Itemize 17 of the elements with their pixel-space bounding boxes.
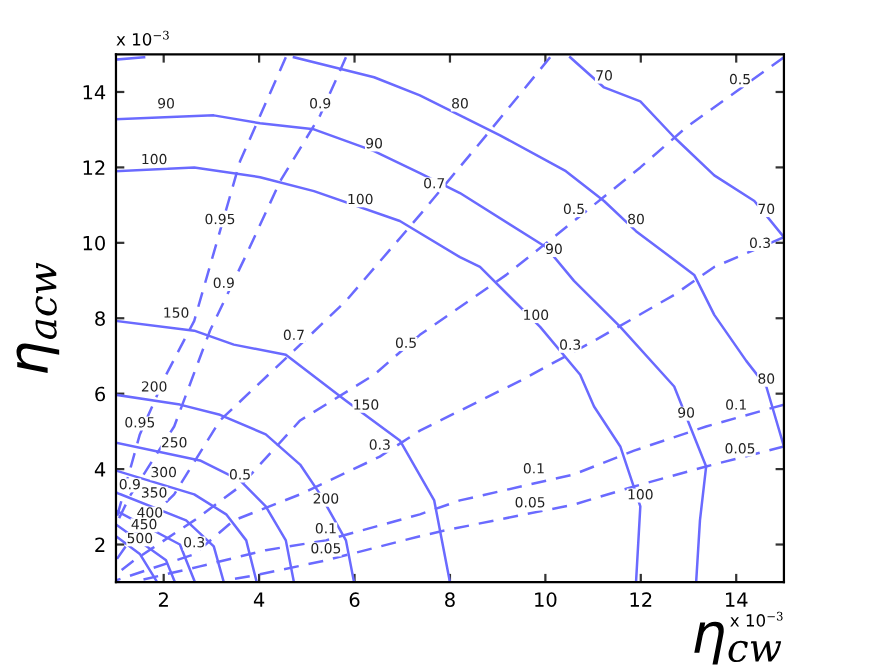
y-axis-title: η$_{acw}$ [16, 262, 60, 373]
y-tick-label: 4 [94, 462, 106, 477]
y-tick-label: 6 [95, 386, 106, 402]
x-tick-label: 4 [253, 592, 265, 607]
y-tick-label: 10 [83, 235, 105, 251]
y-tick-label: 14 [83, 85, 106, 100]
x-tick-label: 8 [445, 592, 455, 607]
x-tick-label: 12 [630, 592, 652, 607]
y-tick-label: 12 [83, 160, 105, 175]
text: x 10$^{−3}$ [730, 611, 783, 627]
y-tick-label: 8 [95, 311, 105, 326]
x-tick-label: 10 [535, 592, 557, 607]
x-tick-label: 2 [158, 592, 168, 607]
y-tick-label: 2 [95, 537, 105, 552]
x-tick-label: 6 [349, 592, 360, 607]
x-tick-label: 14 [725, 592, 748, 607]
text: x 10$^{−3}$ [116, 30, 169, 46]
